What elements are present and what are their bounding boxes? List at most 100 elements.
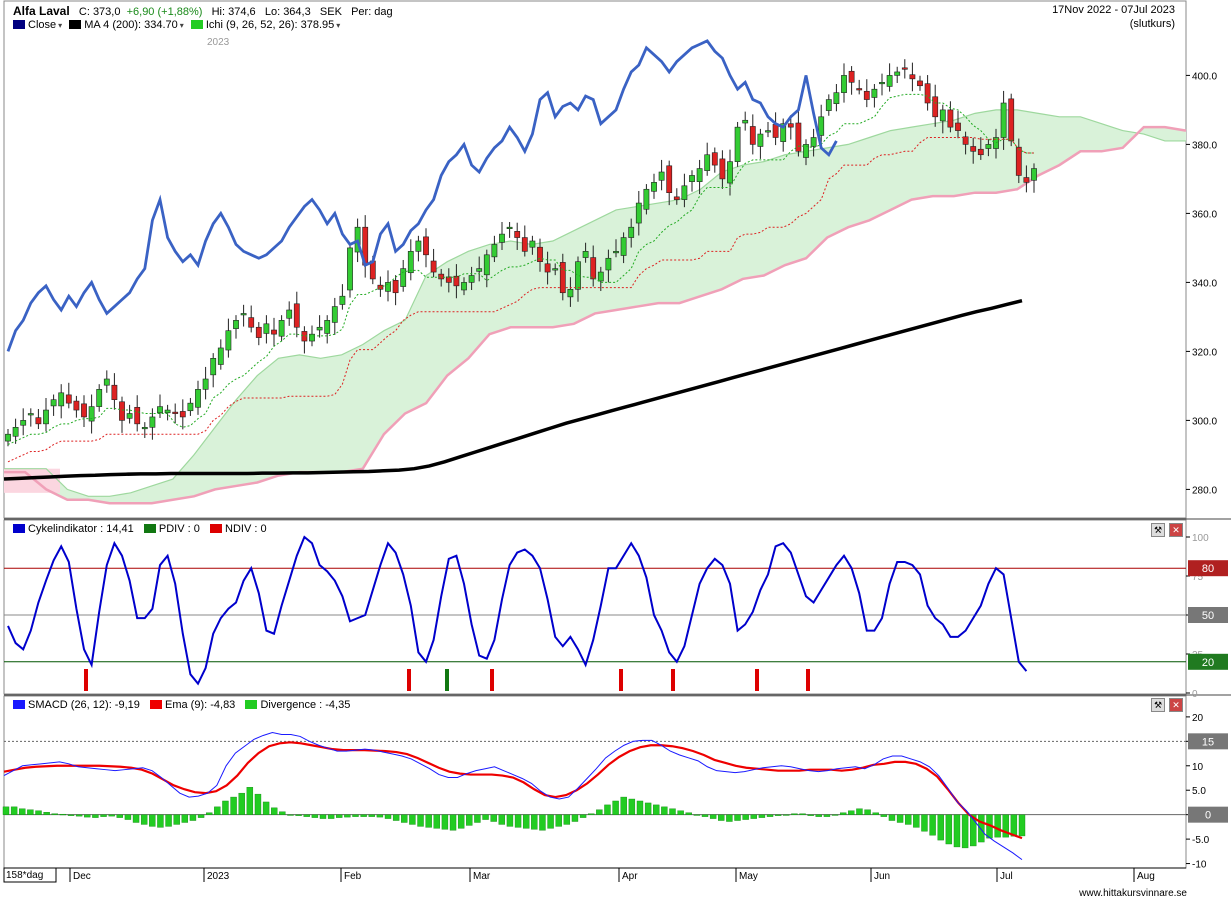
divergence-bar	[514, 814, 522, 828]
divergence-bar	[856, 808, 863, 815]
candle-up	[567, 288, 574, 298]
divergence-bar	[563, 814, 571, 825]
candle-down	[901, 67, 908, 70]
candle-down	[932, 96, 939, 118]
chevron-down-icon[interactable]: ▾	[179, 21, 184, 31]
pdiv-marker	[445, 669, 449, 691]
wrench-icon[interactable]: ⚒	[1151, 698, 1165, 712]
macd-tick-label: 20	[1192, 713, 1204, 724]
year-marker: 2023	[207, 37, 230, 48]
candle-up	[757, 133, 764, 147]
candle-down	[772, 124, 779, 138]
divergence-bar	[653, 804, 660, 815]
candle-down	[111, 384, 118, 400]
divergence-bar	[230, 796, 237, 815]
ichimoku-cloud	[4, 109, 1186, 504]
divergence-bar	[474, 814, 481, 823]
divergence-bar	[2, 806, 10, 815]
low-value: 364,3	[283, 6, 311, 18]
candle-down	[848, 70, 855, 83]
candle-down	[590, 257, 597, 280]
divergence-bar	[254, 793, 262, 815]
candle-down	[909, 74, 916, 80]
divergence-bar	[327, 814, 335, 819]
chevron-down-icon[interactable]: ▾	[58, 21, 63, 31]
candle-up	[825, 99, 832, 111]
candle-up	[575, 261, 581, 290]
divergence-bar	[636, 800, 644, 815]
divergence-bar	[815, 814, 822, 817]
legend-close[interactable]: Close ▾	[13, 19, 62, 31]
divergence-bar	[970, 814, 977, 847]
ema-swatch	[150, 700, 162, 710]
candle-up	[141, 426, 148, 430]
divergence-bar	[433, 814, 440, 829]
legend-ichi[interactable]: Ichi (9, 26, 52, 26): 378.95 ▾	[190, 19, 341, 31]
date-range: 17Nov 2022 - 07Jul 2023	[1052, 4, 1175, 16]
divergence-bar	[888, 814, 896, 821]
legend-divergence-label: Divergence : -4,35	[260, 699, 351, 712]
divergence-bar	[124, 814, 132, 820]
chevron-down-icon[interactable]: ▾	[336, 21, 341, 31]
price-tick-label: 280.0	[1192, 485, 1217, 496]
divergence-bar	[978, 814, 985, 843]
divergence-bar	[758, 814, 766, 818]
price-tick-label: 360.0	[1192, 209, 1217, 220]
candle-up	[149, 416, 156, 428]
divergence-bar	[43, 812, 50, 815]
candle-up	[628, 226, 635, 238]
candle-down	[430, 260, 437, 273]
smacd-line	[3, 732, 1023, 861]
divergence-bar	[205, 812, 213, 815]
divergence-bar	[994, 814, 1001, 838]
wrench-icon[interactable]: ⚒	[1151, 523, 1165, 537]
candle-up	[233, 320, 239, 329]
macd-level-box-label: 15	[1202, 736, 1214, 748]
divergence-bar	[482, 814, 489, 820]
close-icon[interactable]: ✕	[1169, 698, 1183, 712]
candle-up	[164, 409, 171, 414]
candle-up	[157, 406, 163, 414]
divergence-bar	[539, 814, 546, 831]
candle-up	[613, 251, 619, 254]
legend-ma[interactable]: MA 4 (200): 334.70 ▾	[69, 19, 184, 31]
candle-up	[12, 426, 19, 437]
candle-down	[453, 275, 460, 287]
divergence-bar	[774, 814, 782, 816]
divergence-bar	[644, 802, 652, 815]
divergence-bar	[490, 814, 497, 822]
divergence-bar	[376, 814, 384, 818]
divergence-bar	[287, 814, 294, 816]
divergence-bar	[344, 814, 351, 818]
candle-up	[415, 240, 422, 252]
candle-up	[385, 282, 391, 292]
divergence-bar	[661, 806, 668, 815]
candle-down	[179, 411, 186, 418]
candle-up	[278, 320, 285, 337]
divergence-bar	[222, 800, 229, 815]
divergence-bar	[189, 814, 197, 821]
cycle-level-box-label: 50	[1202, 610, 1214, 622]
legend-smacd: SMACD (26, 12): -9,19	[13, 699, 140, 711]
candle-up	[331, 306, 338, 323]
interval-box[interactable]: 158*dag	[6, 870, 44, 881]
kijun-sen	[7, 137, 1034, 463]
candle-down	[955, 122, 961, 131]
divergence-bar	[384, 814, 392, 819]
candle-up	[643, 188, 650, 210]
divergence-bar	[360, 814, 367, 817]
candle-up	[263, 323, 270, 334]
candle-up	[316, 326, 323, 331]
divergence-bar	[831, 814, 839, 816]
ndiv-marker	[407, 669, 411, 691]
candle-up	[103, 378, 110, 386]
cycle-level-box	[1188, 607, 1228, 623]
macd-level-box	[1188, 806, 1228, 823]
divergence-bar	[27, 809, 34, 815]
price-legend: Close ▾ MA 4 (200): 334.70 ▾ Ichi (9, 26, …	[13, 19, 344, 31]
candle-down	[438, 273, 445, 280]
close-icon[interactable]: ✕	[1169, 523, 1183, 537]
cycle-level-box-label: 20	[1202, 657, 1214, 669]
pdiv-swatch	[143, 524, 156, 534]
